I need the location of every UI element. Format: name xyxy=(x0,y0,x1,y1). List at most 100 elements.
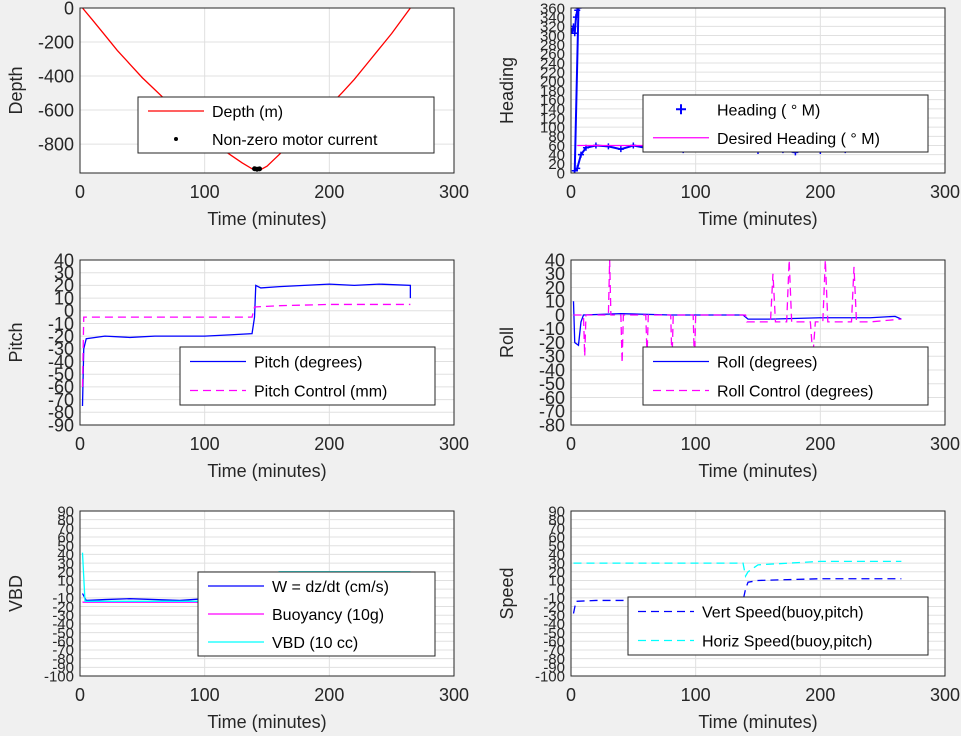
y-tick-label: 0 xyxy=(555,305,565,325)
y-tick-label: 80 xyxy=(548,129,565,146)
y-tick-label: 10 xyxy=(548,573,565,590)
x-tick-label: 100 xyxy=(681,182,711,202)
x-tick-label: 0 xyxy=(566,685,576,705)
legend-box xyxy=(642,94,929,153)
y-tick-label: 10 xyxy=(57,573,74,590)
x-axis-label: Time (minutes) xyxy=(207,209,326,229)
x-tick-label: 0 xyxy=(75,685,85,705)
y-tick-label: 20 xyxy=(548,564,565,581)
legend: W = dz/dt (cm/s) Buoyancy (10g) VBD (10 cc… xyxy=(197,571,436,657)
legend-label: Non-zero motor current xyxy=(212,132,378,149)
y-tick-label: 320 xyxy=(540,19,565,36)
legend-box xyxy=(179,346,436,406)
y-tick-label: 50 xyxy=(57,538,74,555)
y-tick-label: -70 xyxy=(48,390,74,410)
x-axis-label: Time (minutes) xyxy=(698,712,817,732)
x-tick-label: 300 xyxy=(439,685,469,705)
y-tick-label: 40 xyxy=(548,147,565,164)
y-tick-label: -40 xyxy=(52,616,74,633)
data-point xyxy=(605,143,612,150)
subplot-1: 0 100 200 300 0 -200 -400 -600 -800 Time (minutes… xyxy=(6,0,469,229)
y-tick-label: 40 xyxy=(57,547,74,564)
y-tick-label: -20 xyxy=(539,333,565,353)
series-line xyxy=(573,560,902,578)
y-tick-label: 180 xyxy=(540,83,565,100)
y-tick-label: -90 xyxy=(543,660,565,677)
axes-box xyxy=(570,7,946,174)
y-tick-label: 30 xyxy=(545,264,565,284)
legend-label: Roll (degrees) xyxy=(717,355,817,372)
subplot-2: 0 100 200 300020406080100120140160180200220… xyxy=(497,0,960,229)
y-tick-label: 140 xyxy=(540,101,565,118)
x-axis-label: Time (minutes) xyxy=(207,461,326,481)
y-tick-label: 120 xyxy=(540,110,565,127)
y-tick-label: -40 xyxy=(539,360,565,380)
y-tick-label: 10 xyxy=(54,288,74,308)
y-tick-label: 0 xyxy=(64,301,74,321)
legend-label: W = dz/dt (cm/s) xyxy=(272,579,389,596)
legend-label: Roll Control (degrees) xyxy=(717,384,874,401)
y-axis-label: Heading xyxy=(497,57,517,124)
y-tick-label: 70 xyxy=(548,521,565,538)
x-axis-label: Time (minutes) xyxy=(698,461,817,481)
y-tick-label: -10 xyxy=(52,590,74,607)
y-tick-label: 10 xyxy=(545,292,565,312)
y-tick-label: 60 xyxy=(548,529,565,546)
x-tick-label: 100 xyxy=(681,685,711,705)
legend-label: Desired Heading ( ° M) xyxy=(717,131,880,148)
y-tick-label: -200 xyxy=(38,32,74,52)
y-tick-label: -80 xyxy=(48,403,74,423)
y-tick-label: -70 xyxy=(543,642,565,659)
y-tick-label: -30 xyxy=(539,347,565,367)
y-tick-label: 160 xyxy=(540,92,565,109)
data-point xyxy=(257,166,263,172)
y-tick-label: 280 xyxy=(540,37,565,54)
y-tick-label: -20 xyxy=(52,599,74,616)
data-point xyxy=(572,14,579,21)
y-tick-label: 60 xyxy=(57,529,74,546)
legend-label: Buoyancy (10g) xyxy=(272,607,384,624)
series-line xyxy=(573,260,902,364)
legend-box xyxy=(627,596,929,656)
x-tick-label: 0 xyxy=(566,434,576,454)
y-tick-label: 40 xyxy=(54,250,74,270)
y-tick-label: -50 xyxy=(539,374,565,394)
y-tick-label: 260 xyxy=(540,46,565,63)
data-point xyxy=(571,30,578,37)
legend-label: Horiz Speed(buoy,pitch) xyxy=(702,634,872,651)
y-tick-label: 300 xyxy=(540,28,565,45)
y-tick-label: -60 xyxy=(543,634,565,651)
x-tick-label: 0 xyxy=(75,434,85,454)
y-tick-label: -80 xyxy=(52,651,74,668)
data-point xyxy=(617,146,624,153)
legend: Depth (m) Non-zero motor current xyxy=(137,96,435,154)
y-axis-label: Roll xyxy=(497,327,517,358)
y-tick-label: -30 xyxy=(543,607,565,624)
x-tick-label: 300 xyxy=(930,685,960,705)
y-tick-label: -10 xyxy=(539,319,565,339)
legend-label: Heading ( ° M) xyxy=(717,102,820,119)
x-tick-label: 100 xyxy=(681,434,711,454)
y-tick-label: 340 xyxy=(540,9,565,26)
y-tick-label: 240 xyxy=(540,55,565,72)
x-tick-label: 0 xyxy=(566,182,576,202)
legend-box xyxy=(642,346,929,406)
y-tick-label: 20 xyxy=(548,156,565,173)
x-axis-label: Time (minutes) xyxy=(698,209,817,229)
y-tick-label: -40 xyxy=(543,616,565,633)
y-tick-label: 80 xyxy=(57,512,74,529)
y-tick-label: -50 xyxy=(52,625,74,642)
y-tick-label: -50 xyxy=(543,625,565,642)
legend: Pitch (degrees) Pitch Control (mm) xyxy=(179,346,436,406)
axes-box xyxy=(79,259,455,426)
subplot-4: 0 100 200 300403020100-10-20-30-40-50-60-70… xyxy=(497,250,960,481)
subplot-3: 0 100 200 300403020100-10-20-30-40-50-60-70… xyxy=(6,250,469,481)
x-tick-label: 200 xyxy=(314,685,344,705)
y-axis-label: Pitch xyxy=(6,322,26,362)
y-tick-label: -100 xyxy=(535,668,565,685)
axes-box xyxy=(570,259,946,426)
y-axis-label: Speed xyxy=(497,567,517,619)
y-tick-label: 20 xyxy=(54,276,74,296)
legend: Vert Speed(buoy,pitch) Horiz Speed(buoy,p… xyxy=(627,596,929,656)
